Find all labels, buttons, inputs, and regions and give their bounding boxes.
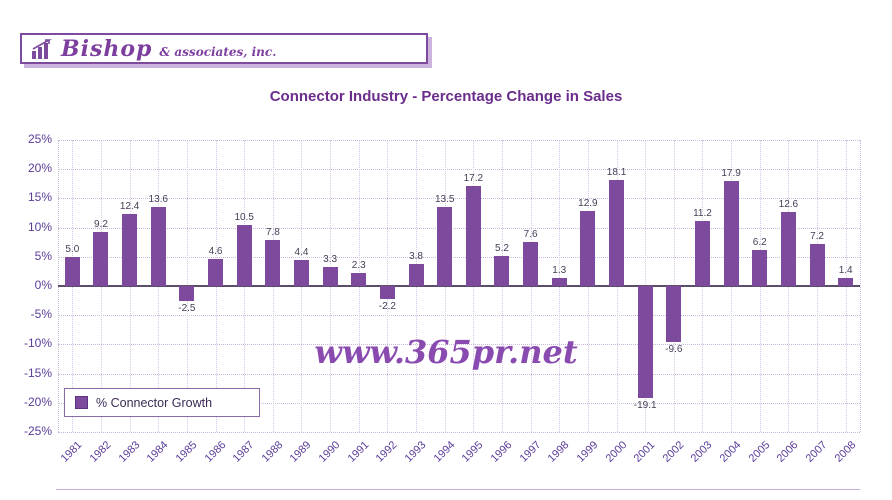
logo-suffix-text: & associates, inc.: [159, 44, 277, 59]
bar-value-label: 12.4: [119, 200, 140, 212]
h-gridline: [58, 140, 860, 141]
bar-value-label: 7.2: [810, 230, 824, 242]
bar-value-label: 12.6: [778, 199, 799, 211]
y-tick-label: 15%: [27, 190, 52, 205]
bar-value-label: 10.5: [234, 211, 254, 223]
bar-2004: [723, 181, 739, 286]
bar-1984: [150, 206, 166, 286]
bar-value-label: 1.4: [838, 264, 853, 276]
bar-value-label: 18.1: [606, 167, 627, 179]
bar-1998: [551, 278, 567, 286]
h-gridline: [58, 198, 860, 200]
y-tick-label: 10%: [27, 219, 52, 234]
h-gridline: [58, 169, 860, 171]
legend-swatch-icon: [75, 396, 88, 409]
y-tick-label: 20%: [27, 161, 52, 176]
y-tick-label: -20%: [23, 394, 52, 409]
bar-value-label: 4.6: [208, 246, 223, 258]
bar-value-label: 7.6: [523, 228, 538, 240]
h-gridline: [58, 432, 860, 433]
bar-chart-icon: [31, 38, 53, 59]
bar-value-label: 5.2: [495, 242, 509, 254]
bar-value-label: 17.2: [463, 172, 484, 184]
bar-1996: [494, 255, 510, 286]
bar-2005: [752, 249, 768, 286]
plot-right-border: [860, 140, 861, 432]
bar-value-label: 5.0: [65, 243, 80, 255]
h-gridline: [58, 256, 860, 258]
watermark-text: www.365pr.net: [314, 333, 578, 371]
bar-2003: [694, 220, 710, 286]
bar-1983: [122, 213, 138, 286]
bar-1990: [322, 266, 338, 286]
bar-1981: [64, 256, 80, 286]
chart-bottom-border: [56, 489, 860, 490]
bar-2001: [637, 286, 653, 398]
legend-label: % Connector Growth: [96, 395, 213, 410]
bar-2007: [809, 243, 825, 286]
bar-value-label: -2.2: [378, 300, 396, 312]
bar-value-label: 1.3: [552, 265, 567, 277]
bar-1988: [265, 240, 281, 286]
bar-value-label: 7.8: [265, 227, 280, 239]
bar-1994: [437, 207, 453, 286]
bar-value-label: -9.6: [665, 344, 683, 356]
y-tick-label: -25%: [23, 424, 52, 438]
bar-1985: [179, 286, 195, 301]
bar-2002: [666, 286, 682, 343]
y-tick-label: -15%: [23, 365, 52, 380]
bar-1992: [379, 286, 395, 299]
bar-value-label: 11.2: [693, 207, 712, 219]
y-tick-label: 25%: [27, 132, 52, 146]
bar-1991: [351, 272, 367, 286]
bar-value-label: -19.1: [633, 399, 657, 411]
bar-value-label: 17.9: [721, 168, 741, 180]
y-tick-label: -10%: [23, 336, 52, 351]
bishop-logo: Bishop & associates, inc.: [20, 33, 428, 64]
legend-box: % Connector Growth: [64, 388, 260, 417]
y-tick-label: 0%: [34, 278, 52, 292]
bar-1987: [236, 224, 252, 286]
chart-title: Connector Industry - Percentage Change i…: [269, 88, 623, 105]
h-gridline: [58, 227, 860, 229]
logo-brand-text: Bishop: [61, 35, 153, 62]
bar-value-label: 13.6: [148, 193, 168, 205]
bar-2000: [609, 180, 625, 286]
bar-value-label: 4.4: [294, 247, 309, 259]
bar-1997: [523, 241, 539, 286]
bar-value-label: 3.8: [409, 250, 423, 262]
bar-value-label: -2.5: [178, 302, 196, 314]
y-tick-label: 5%: [34, 248, 52, 263]
bar-1986: [208, 259, 224, 286]
zero-axis-line: [58, 285, 860, 287]
y-tick-label: -5%: [30, 307, 52, 322]
h-gridline: [58, 402, 860, 404]
bar-1999: [580, 210, 596, 286]
bar-value-label: 6.2: [752, 236, 767, 248]
bar-1993: [408, 263, 424, 286]
bar-1995: [465, 185, 481, 286]
bar-value-label: 9.2: [94, 219, 108, 231]
bar-value-label: 12.9: [578, 197, 598, 209]
bar-value-label: 2.3: [351, 259, 366, 271]
bar-1989: [293, 260, 309, 286]
bar-value-label: 3.3: [323, 253, 338, 265]
bar-value-label: 13.5: [434, 194, 455, 206]
bar-2006: [780, 212, 796, 286]
h-gridline: [58, 315, 860, 317]
h-gridline: [58, 373, 860, 375]
h-gridline: [58, 344, 860, 346]
bar-2008: [838, 277, 854, 286]
bar-1982: [93, 232, 109, 286]
